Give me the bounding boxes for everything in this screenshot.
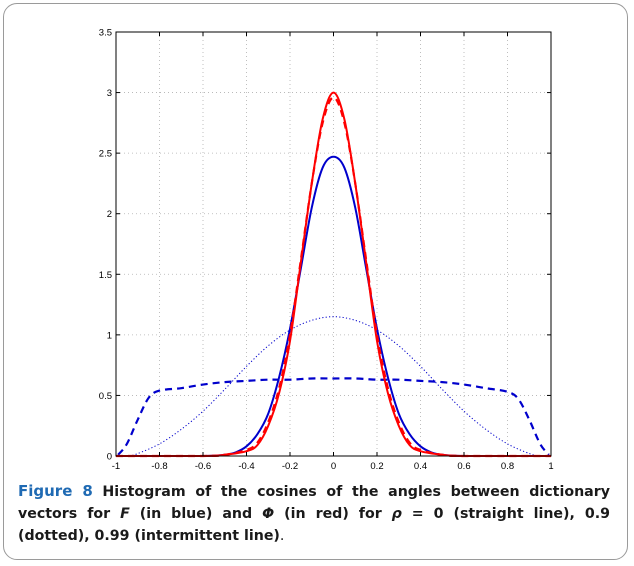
y-tick-label: 3 [107, 88, 112, 99]
series-line-2 [116, 155, 551, 458]
x-tick-label: 0.8 [501, 461, 514, 470]
caption-part: Histogram of the cosines of the angles b… [18, 484, 610, 522]
caption-part: ρ [391, 506, 402, 522]
line-chart: -1 -0.8 -0.6 -0.4 -0.2 0 0.2 0.4 0.6 0.8 1 0 0.5 1 1.5… [99, 28, 554, 471]
y-tick-label: 2.5 [99, 149, 112, 160]
y-tick-label: 0 [107, 452, 112, 463]
y-tick-label: 1 [107, 330, 112, 341]
x-tick-label: -1 [112, 461, 120, 470]
caption-part: (in red) for [274, 506, 392, 522]
caption-part: Φ [262, 506, 275, 522]
x-tick-label: 0.6 [457, 461, 470, 470]
caption-part: F [120, 506, 130, 522]
series-line-3 [128, 316, 539, 457]
figure-caption: Figure 8 Histogram of the cosines of the… [18, 480, 610, 547]
y-tick-label: 2 [107, 209, 112, 220]
tick-layer: -1 -0.8 -0.6 -0.4 -0.2 0 0.2 0.4 0.6 0.8 1 0 0.5 1 1.5… [99, 28, 554, 471]
series-layer [116, 91, 551, 458]
caption-part: . [279, 528, 285, 544]
figure-label: Figure 8 [18, 482, 93, 500]
x-tick-label: -0.8 [151, 461, 167, 470]
x-tick-label: -0.4 [238, 461, 254, 470]
grid-layer [116, 32, 551, 456]
y-tick-label: 0.5 [99, 391, 112, 402]
x-tick-label: 0.2 [370, 461, 383, 470]
x-tick-label: 0 [331, 461, 336, 470]
x-tick-label: -0.6 [195, 461, 211, 470]
y-tick-label: 1.5 [99, 270, 112, 281]
y-tick-label: 3.5 [99, 28, 112, 39]
series-line-4 [117, 377, 550, 456]
x-tick-label: -0.2 [282, 461, 298, 470]
caption-part: = 0 (straight line), 0.9 (dotted), 0.99 … [18, 506, 611, 544]
caption-text: Histogram of the cosines of the angles b… [18, 484, 610, 544]
caption-part: (in blue) and [129, 506, 263, 522]
x-tick-label: 0.4 [414, 461, 427, 470]
x-tick-label: 1 [548, 461, 553, 470]
figure-frame [3, 3, 628, 560]
series-line-0 [116, 91, 551, 458]
